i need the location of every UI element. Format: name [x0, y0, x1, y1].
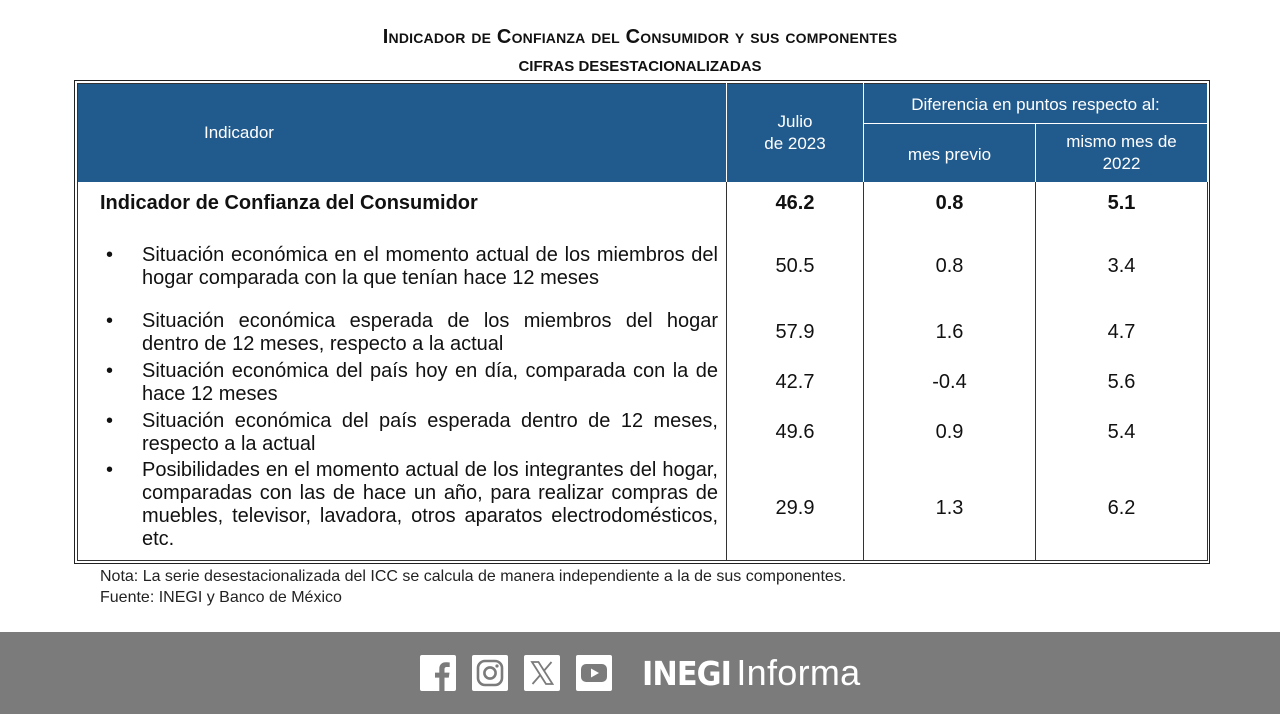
header-period: Julio de 2023 [726, 83, 864, 182]
header-same-month: mismo mes de 2022 [1034, 123, 1209, 182]
row-prev-month: -0.4 [863, 357, 1036, 408]
page-title: Indicador de Confianza del Consumidor y … [382, 26, 898, 48]
row-label-cell: • Situación económica del país esperada … [78, 408, 727, 458]
row-label-cell: • Situación económica esperada de los mi… [78, 308, 727, 358]
table-frame: Indicador Julio de 2023 Diferencia en pu… [74, 80, 1210, 564]
indicator-table: Indicador Julio de 2023 Diferencia en pu… [77, 83, 1209, 561]
header-period-line2: de 2023 [764, 133, 826, 153]
header-same-month-line1: mismo mes de [1066, 131, 1177, 151]
footer-bar: INEGI Informa [0, 632, 1280, 714]
row-value: 42.7 [726, 357, 864, 408]
bullet: • [106, 243, 114, 266]
bullet: • [106, 359, 114, 382]
row-label: Situación económica esperada de los miem… [142, 309, 718, 355]
header-same-month-line2: 2022 [1102, 153, 1141, 173]
table-row: • Situación económica del país hoy en dí… [78, 357, 1208, 408]
header-diff-group: Diferencia en puntos respecto al: [862, 83, 1209, 124]
row-prev-month: 0.9 [863, 407, 1036, 458]
row-same-month: 6.2 [1034, 457, 1208, 561]
table-row: • Situación económica esperada de los mi… [78, 307, 1208, 358]
row-value: 49.6 [726, 407, 864, 458]
row-prev-month: 0.8 [863, 225, 1036, 308]
row-label: Situación económica en el momento actual… [142, 243, 718, 289]
social-links [419, 655, 612, 691]
instagram-icon[interactable] [471, 655, 508, 691]
row-label: Posibilidades en el momento actual de lo… [142, 458, 718, 550]
main-indicator-label: Indicador de Confianza del Consumidor [100, 192, 478, 214]
header-period-line1: Julio [777, 111, 813, 131]
row-prev-month: 1.3 [863, 457, 1036, 561]
row-label: Situación económica del país esperada de… [142, 409, 718, 455]
brand-bold-text: INEGI [641, 654, 732, 693]
row-label-cell: • Situación económica del país hoy en dí… [78, 358, 727, 408]
row-same-month: 3.4 [1034, 225, 1208, 308]
page-subtitle: CIFRAS DESESTACIONALIZADAS [518, 58, 762, 75]
row-value: 29.9 [726, 457, 864, 561]
main-indicator-value: 46.2 [726, 181, 864, 226]
facebook-icon[interactable] [419, 655, 456, 691]
bullet: • [106, 309, 114, 332]
row-value: 57.9 [726, 307, 864, 358]
row-same-month: 4.7 [1034, 307, 1208, 358]
youtube-icon[interactable] [575, 655, 612, 691]
main-indicator-same-month: 5.1 [1034, 181, 1208, 226]
row-label-cell: • Situación económica en el momento actu… [78, 226, 727, 308]
source-text: Fuente: INEGI y Banco de México [100, 589, 342, 606]
x-icon[interactable] [523, 655, 560, 691]
header-prev-month: mes previo [863, 123, 1036, 182]
bullet: • [106, 458, 114, 481]
row-same-month: 5.4 [1034, 407, 1208, 458]
row-label-cell: • Posibilidades en el momento actual de … [78, 458, 727, 561]
bullet: • [106, 409, 114, 432]
table-notes: Nota: La serie desestacionalizada del IC… [100, 566, 846, 608]
table-row-main: Indicador de Confianza del Consumidor 46… [78, 181, 1208, 226]
inegi-informa-logo: INEGI Informa [642, 652, 861, 694]
table-row: • Posibilidades en el momento actual de … [78, 457, 1208, 561]
row-value: 50.5 [726, 225, 864, 308]
brand-light-text: Informa [736, 652, 861, 693]
row-label: Situación económica del país hoy en día,… [142, 359, 718, 405]
table-row: • Situación económica en el momento actu… [78, 225, 1208, 308]
header-indicator: Indicador [77, 83, 727, 182]
note-text: Nota: La serie desestacionalizada del IC… [100, 568, 847, 585]
main-indicator-prev-month: 0.8 [863, 181, 1036, 226]
table-row: • Situación económica del país esperada … [78, 407, 1208, 458]
row-prev-month: 1.6 [863, 307, 1036, 358]
row-same-month: 5.6 [1034, 357, 1208, 408]
